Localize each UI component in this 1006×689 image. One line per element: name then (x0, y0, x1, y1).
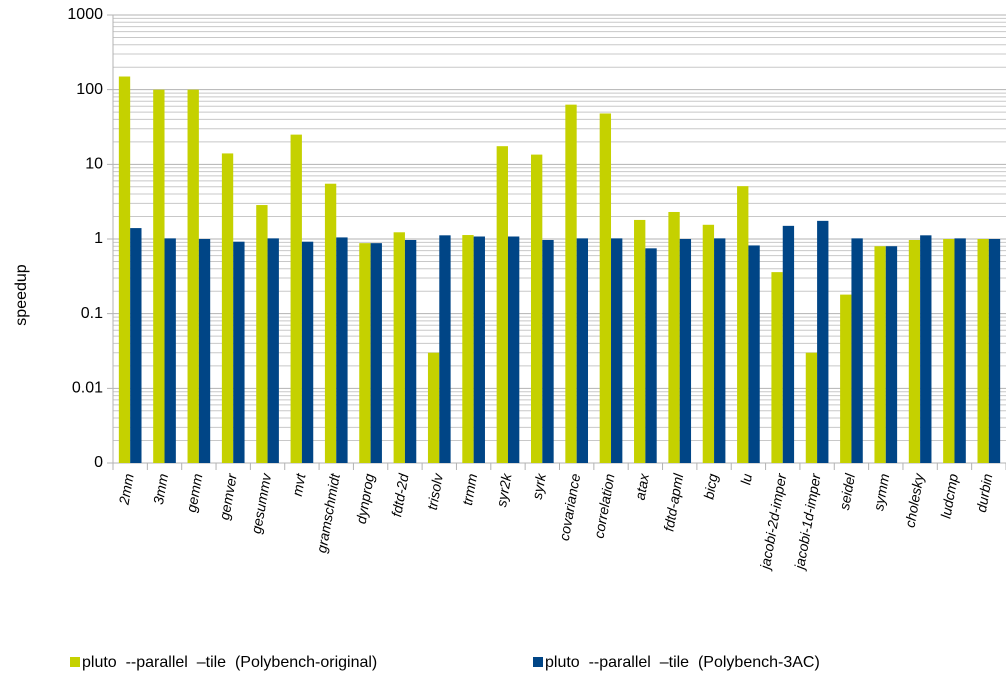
bar (198, 239, 211, 463)
bar (153, 89, 165, 464)
x-tick-label: syr2k (493, 471, 515, 508)
bar (748, 245, 760, 463)
y-tick-label: 10 (85, 156, 103, 173)
bar (118, 76, 131, 463)
bar (611, 238, 623, 463)
bar (404, 239, 417, 463)
bar (130, 228, 142, 463)
bar (462, 235, 474, 463)
bar (187, 89, 199, 464)
bar (679, 239, 692, 463)
bar (427, 352, 440, 463)
y-tick-label: 0.1 (81, 305, 103, 322)
x-tick-label: lu (737, 472, 755, 486)
bar (702, 224, 715, 463)
x-tick-label: cholesky (902, 471, 927, 528)
legend-label: pluto --parallel –tile (Polybench-3AC) (545, 654, 820, 671)
bar (782, 225, 795, 463)
bar (439, 235, 451, 463)
x-tick-label: symm (870, 472, 892, 512)
x-tick-label: seidel (836, 472, 858, 512)
bar (221, 153, 234, 464)
bar (164, 238, 176, 463)
x-tick-label: mvt (289, 471, 309, 497)
legend-label: pluto --parallel –tile (Polybench-origin… (82, 654, 377, 671)
x-tick-label: atax (632, 471, 653, 501)
x-tick-label: trisolv (424, 471, 446, 511)
bar (645, 248, 657, 463)
bar (290, 134, 302, 463)
bar (885, 246, 898, 463)
y-tick-label: 0.01 (72, 380, 103, 397)
bar (336, 237, 348, 463)
x-tick-label: covariance (556, 472, 584, 542)
bar (771, 272, 783, 463)
x-tick-label: gemver (216, 471, 240, 521)
x-tick-label: trmm (459, 472, 480, 507)
bar (530, 154, 543, 463)
x-tick-label: gramschmidt (313, 471, 343, 554)
x-tick-label: fdtd-2d (388, 471, 412, 518)
bar (473, 236, 485, 463)
bar (988, 239, 1001, 463)
bar (496, 146, 508, 463)
legend-swatch (70, 657, 80, 667)
x-tick-label: syrk (529, 471, 549, 500)
bar (954, 238, 966, 463)
bar (737, 186, 749, 463)
bar (714, 238, 726, 463)
x-tick-label: gesummv (248, 471, 274, 535)
bar (920, 235, 932, 463)
bar (256, 205, 268, 463)
x-tick-label: 3mm (150, 472, 171, 506)
bar (840, 294, 852, 463)
y-tick-label: 1000 (67, 6, 103, 23)
bar (542, 239, 554, 463)
bar (874, 246, 886, 463)
y-tick-label: 1 (94, 230, 103, 247)
bar (817, 220, 829, 463)
bar (908, 239, 921, 463)
legend-swatch (533, 657, 543, 667)
x-tick-label: dynprog (353, 472, 378, 525)
x-tick-label: jacobi-2d-imper (756, 471, 789, 572)
x-tick-label: 2mm (115, 472, 136, 507)
x-tick-label: jacobi-1d-imper (791, 471, 824, 572)
y-tick-label: 100 (76, 81, 103, 98)
bar (805, 352, 818, 463)
bar (359, 243, 371, 463)
bar (943, 239, 955, 463)
bar (599, 113, 612, 464)
bar (977, 239, 989, 463)
bar (267, 238, 279, 463)
bar (370, 243, 382, 463)
y-tick-label: 0 (94, 454, 103, 471)
x-tick-label: bicg (700, 472, 720, 500)
bar (576, 238, 589, 463)
bar (565, 104, 577, 464)
x-tick-label: correlation (591, 472, 618, 539)
bar (233, 241, 245, 463)
x-tick-label: fdtd-apml (660, 472, 686, 533)
x-tick-label: ludcmp (937, 472, 961, 519)
bar (393, 232, 405, 463)
x-tick-label: gemm (183, 472, 206, 513)
y-axis-label: speedup (13, 264, 30, 325)
bar (324, 183, 337, 463)
bar (634, 219, 646, 463)
bar (851, 238, 863, 463)
bar (668, 211, 680, 463)
bar (507, 236, 520, 463)
bar (301, 241, 314, 463)
x-tick-label: durbin (973, 472, 996, 513)
